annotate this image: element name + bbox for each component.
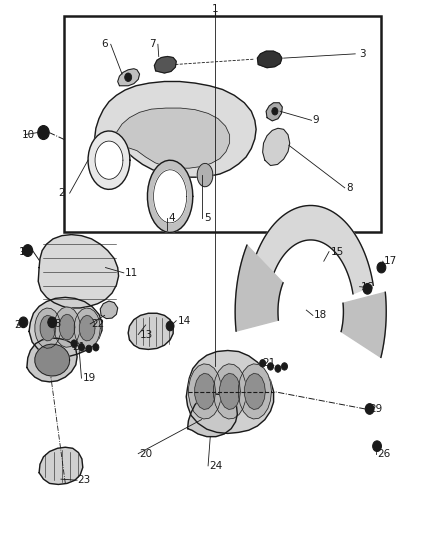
Polygon shape (186, 351, 274, 433)
Text: 24: 24 (209, 461, 223, 471)
Text: 19: 19 (83, 373, 96, 383)
Circle shape (78, 344, 85, 351)
Circle shape (71, 340, 77, 348)
Polygon shape (197, 164, 213, 187)
Polygon shape (258, 51, 282, 68)
Text: 3: 3 (359, 49, 365, 59)
Polygon shape (39, 447, 83, 484)
Circle shape (377, 262, 386, 273)
Circle shape (373, 441, 381, 451)
Text: 9: 9 (313, 115, 319, 125)
Polygon shape (113, 108, 230, 168)
Text: 27: 27 (14, 320, 28, 330)
Text: 6: 6 (101, 39, 108, 49)
Polygon shape (244, 374, 265, 409)
Text: 5: 5 (204, 213, 210, 223)
Polygon shape (95, 141, 123, 179)
Text: 18: 18 (314, 310, 328, 320)
Text: 14: 14 (177, 316, 191, 326)
Text: 10: 10 (21, 130, 35, 140)
Polygon shape (214, 364, 247, 419)
Circle shape (86, 345, 92, 353)
Polygon shape (154, 56, 176, 73)
Polygon shape (95, 82, 256, 177)
Polygon shape (187, 394, 237, 437)
Polygon shape (246, 206, 373, 307)
Text: 21: 21 (73, 342, 86, 352)
Text: 2: 2 (59, 188, 65, 198)
Circle shape (268, 363, 274, 370)
Text: 21: 21 (262, 358, 275, 368)
Polygon shape (74, 308, 100, 348)
Polygon shape (263, 128, 290, 165)
Circle shape (19, 317, 28, 328)
Polygon shape (266, 103, 283, 121)
Circle shape (363, 284, 372, 294)
Text: 1: 1 (211, 4, 218, 14)
Text: 28: 28 (49, 319, 62, 329)
Polygon shape (27, 338, 77, 382)
Polygon shape (148, 160, 193, 232)
Text: 16: 16 (361, 282, 374, 292)
Polygon shape (341, 292, 386, 358)
Polygon shape (40, 316, 56, 341)
Circle shape (166, 321, 174, 331)
Polygon shape (189, 364, 222, 419)
Text: 29: 29 (370, 404, 383, 414)
Text: 17: 17 (384, 256, 397, 266)
Text: 22: 22 (92, 319, 105, 329)
Circle shape (125, 73, 132, 82)
Polygon shape (128, 313, 173, 350)
Polygon shape (154, 170, 187, 223)
Text: 23: 23 (77, 475, 90, 485)
Polygon shape (220, 374, 240, 409)
Text: 13: 13 (140, 329, 153, 340)
Text: 4: 4 (169, 213, 175, 223)
Polygon shape (79, 316, 95, 341)
Text: 20: 20 (140, 449, 153, 458)
Circle shape (93, 344, 99, 351)
Bar (64, 15, 381, 232)
Polygon shape (35, 344, 70, 376)
Text: 8: 8 (346, 183, 353, 193)
Text: 11: 11 (125, 268, 138, 278)
Text: 26: 26 (377, 449, 390, 458)
Text: 12: 12 (19, 247, 32, 256)
Circle shape (48, 317, 57, 328)
Polygon shape (118, 69, 140, 86)
Polygon shape (235, 245, 283, 331)
Text: 15: 15 (330, 247, 343, 256)
Circle shape (260, 360, 266, 367)
Circle shape (272, 108, 278, 115)
Circle shape (38, 126, 49, 140)
Text: 7: 7 (149, 39, 155, 49)
Polygon shape (38, 235, 119, 308)
Polygon shape (29, 297, 102, 357)
Circle shape (275, 365, 281, 372)
Circle shape (23, 245, 32, 256)
Polygon shape (238, 364, 272, 419)
Polygon shape (60, 314, 75, 340)
Polygon shape (88, 131, 130, 189)
Circle shape (282, 363, 288, 370)
Polygon shape (195, 374, 215, 409)
Polygon shape (35, 308, 61, 348)
Polygon shape (100, 301, 118, 319)
Circle shape (365, 403, 374, 414)
Polygon shape (54, 307, 80, 347)
